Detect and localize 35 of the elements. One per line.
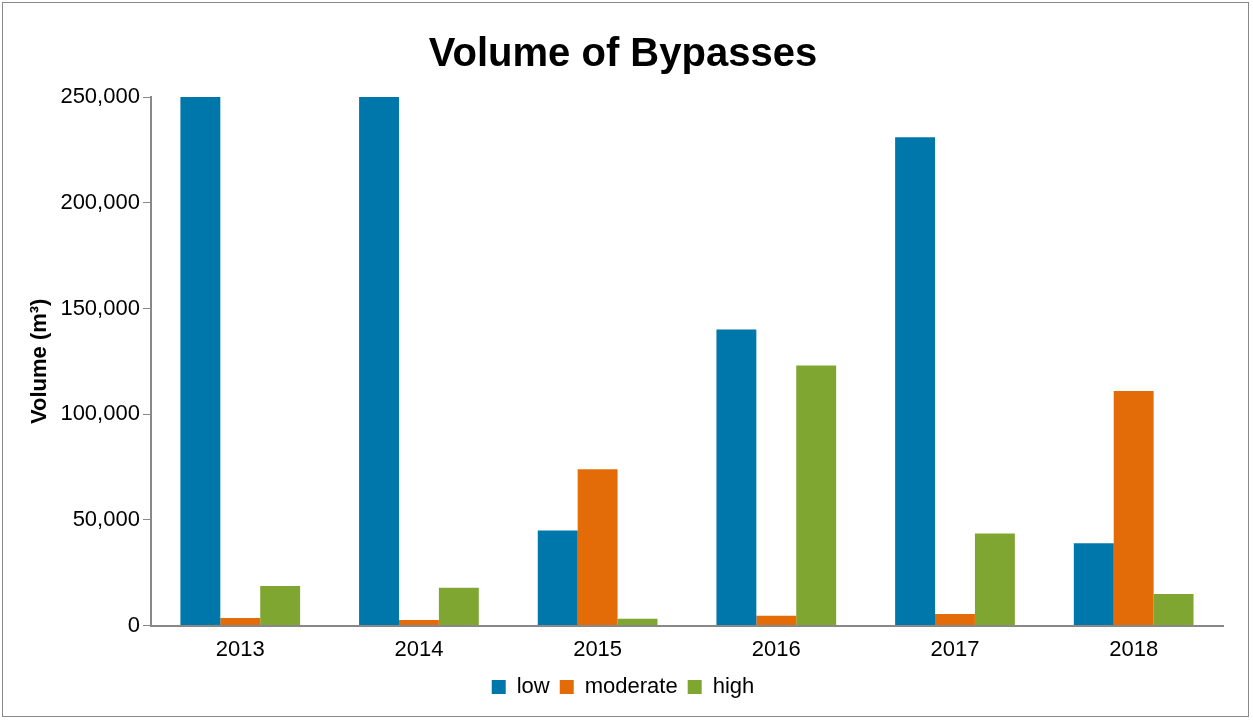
bar bbox=[1073, 543, 1114, 626]
y-axis-title: Volume (m³) bbox=[26, 298, 52, 425]
bar bbox=[577, 469, 618, 626]
legend-label: low bbox=[516, 673, 550, 699]
bar bbox=[1153, 593, 1194, 626]
bar bbox=[935, 613, 975, 626]
y-tick-label: 0 bbox=[127, 611, 140, 637]
bar bbox=[359, 97, 399, 626]
y-tick-label: 50,000 bbox=[72, 505, 140, 531]
bar bbox=[537, 530, 578, 626]
y-tick-label: 200,000 bbox=[60, 188, 140, 214]
y-tick-label: 100,000 bbox=[60, 400, 140, 426]
legend-label: moderate bbox=[584, 673, 678, 699]
bar bbox=[180, 97, 221, 626]
x-tick-label: 2018 bbox=[1109, 635, 1159, 661]
chart-title: Volume of Bypasses bbox=[428, 30, 818, 75]
legend-label: high bbox=[712, 673, 755, 699]
bar bbox=[1113, 390, 1154, 626]
bar bbox=[398, 619, 439, 626]
bar bbox=[260, 586, 301, 626]
y-tick-label: 250,000 bbox=[60, 83, 140, 109]
x-tick-label: 2015 bbox=[573, 635, 623, 661]
x-tick-label: 2014 bbox=[394, 635, 444, 661]
x-tick-label: 2017 bbox=[930, 635, 980, 661]
y-tick-label: 150,000 bbox=[60, 294, 140, 320]
bar bbox=[974, 533, 1015, 626]
x-tick-label: 2016 bbox=[751, 635, 801, 661]
bar bbox=[756, 615, 797, 626]
bar bbox=[716, 329, 757, 626]
bar bbox=[617, 618, 658, 626]
bar bbox=[220, 617, 261, 626]
bar bbox=[895, 137, 936, 626]
bar bbox=[796, 365, 837, 626]
x-tick-label: 2013 bbox=[215, 635, 265, 661]
bar bbox=[438, 587, 479, 626]
